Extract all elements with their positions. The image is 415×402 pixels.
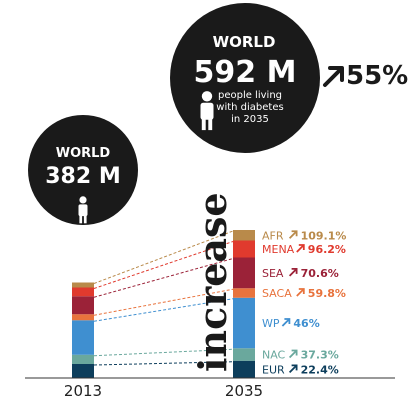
arrow-up-right-icon	[288, 267, 298, 277]
region-growth-nac: 37.3%	[301, 349, 339, 362]
bar-wp-2035	[233, 297, 255, 349]
connector-mena	[93, 241, 234, 289]
arrow-up-right-icon	[296, 288, 305, 297]
bar-eur-2035	[233, 360, 255, 378]
bar-mena-2035	[233, 240, 255, 258]
region-name-afr: AFR	[262, 229, 284, 242]
arrow-up-right-icon	[288, 364, 298, 374]
connector-sea	[93, 258, 234, 298]
arrow-up-right-icon	[288, 349, 298, 359]
increase-word: increase	[190, 192, 235, 372]
arrow-up-right-icon	[288, 230, 298, 239]
note-line-2: with diabetes	[216, 102, 283, 113]
world-2035-label: WORLD	[213, 33, 276, 51]
world-2013-label: WORLD	[56, 146, 111, 161]
bar-nac-2035	[233, 348, 255, 361]
bar-saca-2013	[72, 314, 94, 321]
region-label-mena: MENA 96.2%	[262, 243, 346, 256]
note-line-3: in 2035	[231, 114, 269, 125]
bar-afr-2013	[72, 282, 94, 288]
total-increase-value: 55%	[346, 61, 408, 91]
bar-saca-2035	[233, 288, 255, 298]
region-name-sea: SEA	[262, 267, 284, 280]
region-name-mena: MENA	[262, 243, 295, 256]
arrow-up-right-icon	[323, 66, 344, 87]
x-tick-label-2013: 2013	[64, 382, 102, 400]
region-label-nac: NAC 37.3%	[262, 349, 339, 362]
bar-mena-2013	[72, 287, 94, 297]
bar-afr-2035	[233, 230, 255, 241]
region-label-saca: SACA 59.8%	[262, 287, 346, 300]
connector-eur	[93, 361, 234, 366]
region-label-wp: WP 46%	[262, 317, 320, 330]
connector-saca	[93, 288, 234, 316]
bar-nac-2013	[72, 354, 94, 364]
world-2035-value: 592 M	[194, 55, 297, 90]
arrow-up-right-icon	[281, 318, 291, 327]
region-growth-mena: 96.2%	[308, 243, 346, 256]
connector-lines	[93, 230, 234, 366]
connector-nac	[93, 348, 234, 357]
region-labels: EUR 22.4% NAC 37.3% WP 46% SACA 59.8% SEA 70.6% ME…	[262, 229, 346, 376]
note-line-1: people living	[218, 90, 282, 101]
region-growth-sea: 70.6%	[301, 267, 339, 280]
arrow-up-right-icon	[296, 244, 305, 253]
world-2013-bubble: WORLD 382 M	[28, 115, 138, 225]
region-growth-saca: 59.8%	[308, 287, 346, 300]
region-name-nac: NAC	[262, 349, 286, 362]
bar-wp-2013	[72, 320, 94, 355]
x-tick-label-2035: 2035	[225, 382, 263, 400]
world-2035-bubble: WORLD 592 M people living with diabetes …	[170, 3, 320, 153]
world-2013-value: 382 M	[45, 164, 120, 189]
region-name-eur: EUR	[262, 363, 285, 376]
total-increase: 55%	[323, 61, 408, 91]
region-label-sea: SEA 70.6%	[262, 267, 339, 280]
region-growth-eur: 22.4%	[301, 363, 339, 376]
region-label-afr: AFR 109.1%	[262, 229, 346, 242]
bar-eur-2013	[72, 364, 94, 378]
region-label-eur: EUR 22.4%	[262, 363, 339, 376]
region-growth-wp: 46%	[293, 317, 319, 330]
region-name-wp: WP	[262, 317, 280, 330]
connector-wp	[93, 298, 234, 322]
bar-sea-2013	[72, 296, 94, 315]
region-growth-afr: 109.1%	[301, 229, 347, 242]
region-name-saca: SACA	[262, 287, 292, 300]
bars	[72, 230, 255, 378]
bar-sea-2035	[233, 257, 255, 289]
